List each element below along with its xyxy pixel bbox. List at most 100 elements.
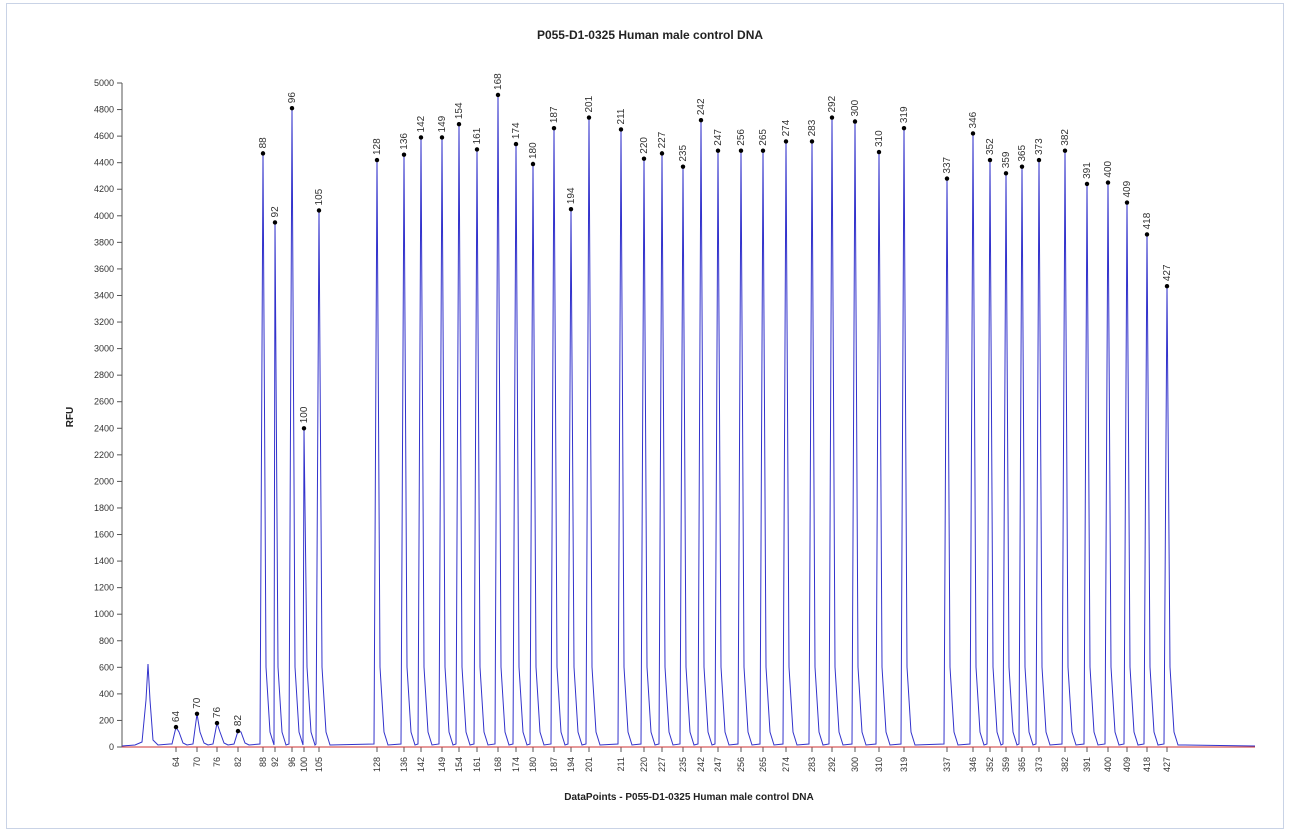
peak-label: 76 xyxy=(212,707,223,719)
x-tick-label: 142 xyxy=(416,757,426,772)
y-tick-label: 4800 xyxy=(94,105,114,115)
x-tick-label: 427 xyxy=(1162,757,1172,772)
peak-label: 128 xyxy=(372,138,383,155)
peak-label: 100 xyxy=(299,406,310,423)
x-tick-label: 365 xyxy=(1017,757,1027,772)
peak-label: 409 xyxy=(1122,180,1133,197)
peak-label: 352 xyxy=(985,138,996,155)
peak-marker xyxy=(618,127,624,132)
peak-label: 201 xyxy=(584,95,595,112)
peak-label: 274 xyxy=(781,119,792,136)
x-tick-label: 346 xyxy=(968,757,978,772)
peak-markers: 64 70 76 82 88 92 96 100 105 128 136 142 149 154 161 16… xyxy=(171,73,1173,734)
peak-marker xyxy=(194,711,200,716)
y-tick-label: 3200 xyxy=(94,317,114,327)
x-tick-label: 265 xyxy=(758,757,768,772)
x-tick-label: 283 xyxy=(807,757,817,772)
peak-marker xyxy=(659,151,665,156)
y-tick-label: 3000 xyxy=(94,344,114,354)
y-tick-label: 1200 xyxy=(94,583,114,593)
x-tick-label: 70 xyxy=(192,757,202,767)
peak-marker xyxy=(715,148,721,153)
peak-marker xyxy=(1084,181,1090,187)
peak-label: 154 xyxy=(454,102,465,119)
x-tick-label: 310 xyxy=(874,757,884,772)
peak-label: 283 xyxy=(807,119,818,136)
x-tick-label: 105 xyxy=(314,757,324,772)
peak-label: 418 xyxy=(1142,212,1153,229)
y-tick-label: 2200 xyxy=(94,450,114,460)
chart-title: P055-D1-0325 Human male control DNA xyxy=(537,28,763,42)
peak-marker xyxy=(876,149,882,155)
x-tick-label: 154 xyxy=(454,757,464,772)
y-tick-label: 1800 xyxy=(94,503,114,513)
peak-label: 365 xyxy=(1017,145,1028,162)
peak-marker xyxy=(374,157,380,163)
peak-marker xyxy=(235,728,241,734)
x-tick-label: 418 xyxy=(1142,757,1152,772)
peak-marker xyxy=(289,106,295,111)
y-tick-label: 1000 xyxy=(94,609,114,619)
x-tick-label: 82 xyxy=(233,757,243,767)
y-tick-label: 600 xyxy=(99,662,114,672)
peak-marker xyxy=(970,131,976,136)
peak-marker xyxy=(809,139,815,144)
peak-label: 400 xyxy=(1103,160,1114,177)
peak-label: 88 xyxy=(258,137,269,149)
peak-label: 92 xyxy=(270,206,281,218)
peak-label: 211 xyxy=(616,108,627,124)
y-tick-label: 1600 xyxy=(94,530,114,540)
x-tick-label: 352 xyxy=(985,757,995,772)
peak-marker xyxy=(173,724,179,730)
peak-label: 247 xyxy=(713,129,724,146)
peak-marker xyxy=(513,141,519,147)
x-tick-label: 180 xyxy=(528,757,538,772)
y-tick-label: 800 xyxy=(99,636,114,646)
x-tick-label: 168 xyxy=(493,757,503,772)
peak-label: 292 xyxy=(827,95,838,112)
peak-marker xyxy=(568,206,574,212)
chart-frame xyxy=(6,3,1284,829)
peak-label: 256 xyxy=(736,129,747,146)
y-tick-label: 200 xyxy=(99,715,114,725)
peak-marker xyxy=(1062,148,1068,153)
x-tick-label: 174 xyxy=(511,757,521,772)
peak-label: 64 xyxy=(171,711,182,723)
x-tick-label: 194 xyxy=(566,757,576,772)
x-tick-label: 187 xyxy=(549,757,559,772)
peak-marker xyxy=(551,125,557,131)
peak-label: 174 xyxy=(511,122,522,139)
x-tick-label: 161 xyxy=(472,757,482,772)
peak-marker xyxy=(783,139,789,144)
y-tick-label: 3400 xyxy=(94,290,114,300)
x-axis: 64 70 76 82 88 92 96 100 105 128 136 142 149 154 161 16… xyxy=(171,747,1172,772)
peak-marker xyxy=(1124,200,1130,205)
peak-marker xyxy=(495,92,501,98)
y-tick-label: 5000 xyxy=(94,78,114,88)
peak-label: 161 xyxy=(472,127,483,144)
peak-marker xyxy=(641,156,647,161)
peak-label: 382 xyxy=(1060,129,1071,146)
peak-marker xyxy=(530,161,536,167)
peak-label: 235 xyxy=(678,145,689,162)
peak-label: 227 xyxy=(657,131,668,148)
y-axis: 0 200 400 600 800 1000 1200 1400 1600 1800 2000 220… xyxy=(94,78,123,752)
peak-label: 242 xyxy=(696,98,707,115)
x-tick-label: 227 xyxy=(657,757,667,772)
peak-label: 319 xyxy=(899,106,910,123)
peak-label: 187 xyxy=(549,106,560,123)
peak-marker xyxy=(1105,180,1111,185)
peak-marker xyxy=(760,148,766,153)
peak-marker xyxy=(1003,171,1009,176)
x-tick-label: 382 xyxy=(1060,757,1070,772)
peak-marker xyxy=(214,720,220,726)
x-tick-label: 242 xyxy=(696,757,706,772)
signal-trace xyxy=(121,94,1256,747)
y-tick-label: 2800 xyxy=(94,370,114,380)
x-tick-label: 235 xyxy=(678,757,688,772)
x-tick-label: 76 xyxy=(212,757,222,767)
y-tick-label: 2400 xyxy=(94,423,114,433)
y-tick-label: 1400 xyxy=(94,556,114,566)
peak-label: 82 xyxy=(233,715,244,727)
